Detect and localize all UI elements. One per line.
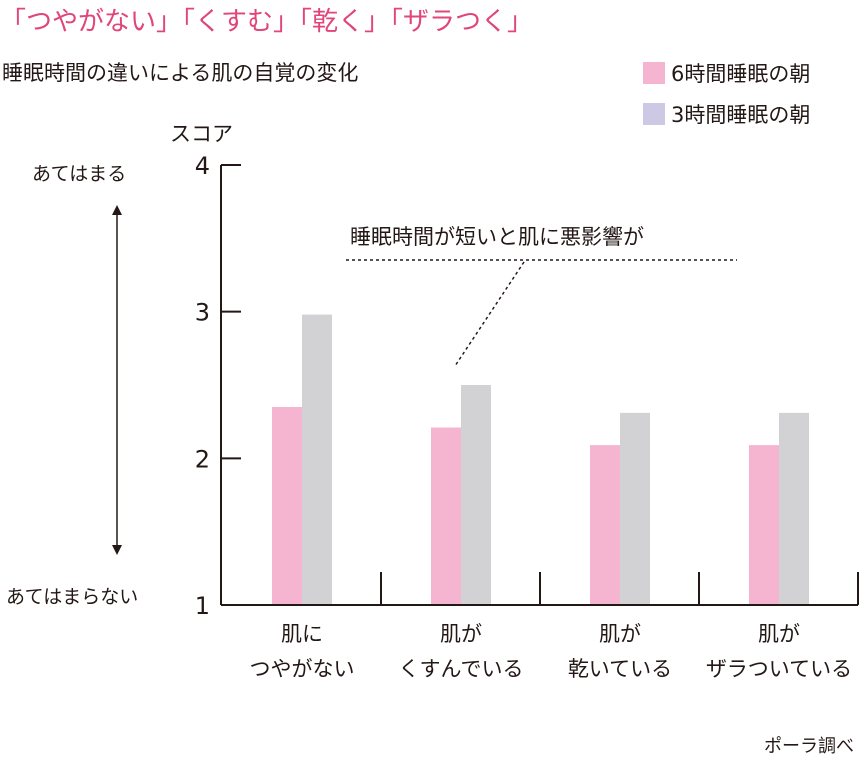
axes-layer — [220, 164, 859, 606]
legend-swatch-3h — [643, 103, 665, 125]
category-label-3-line1: 肌が — [599, 622, 641, 646]
legend: 6時間睡眠の朝 3時間睡眠の朝 — [643, 62, 810, 127]
bar-3h-1 — [302, 314, 332, 605]
category-label-2-line2: くすんでいる — [399, 657, 524, 681]
category-label-4-line1: 肌が — [758, 622, 800, 646]
legend-label-3h: 3時間睡眠の朝 — [671, 103, 810, 127]
annotation-leader — [454, 261, 525, 367]
scale-label-top: あてはまる — [32, 163, 126, 185]
headline: 「つやがない」「くすむ」「乾く」「ザラつく」 — [0, 7, 533, 37]
y-tick-label-1: 1 — [195, 592, 210, 620]
y-axis-label: スコア — [170, 122, 233, 146]
category-label-2-line1: 肌が — [440, 622, 482, 646]
bar-3h-4 — [779, 412, 809, 605]
category-label-1-line2: つやがない — [250, 657, 355, 681]
category-label-4-line2: ザラついている — [706, 657, 852, 681]
bars-layer — [272, 314, 809, 605]
source-note: ポーラ調べ — [764, 736, 854, 757]
annotation-text: 睡眠時間が短いと肌に悪影響が — [350, 225, 644, 249]
category-label-3-line2: 乾いている — [568, 657, 672, 681]
bar-6h-1 — [272, 407, 302, 605]
y-tick-label-3: 3 — [195, 299, 210, 327]
category-label-1-line1: 肌に — [281, 622, 323, 646]
bar-3h-2 — [461, 385, 491, 605]
chart-title: 睡眠時間の違いによる肌の自覚の変化 — [2, 61, 358, 85]
y-tick-label-4: 4 — [195, 152, 210, 180]
y-tick-label-2: 2 — [195, 445, 210, 473]
legend-label-6h: 6時間睡眠の朝 — [671, 62, 810, 86]
scale-label-bottom: あてはまらない — [6, 586, 138, 608]
bar-6h-3 — [590, 445, 620, 605]
bar-6h-4 — [749, 445, 779, 605]
legend-swatch-6h — [643, 62, 665, 84]
bar-6h-2 — [431, 427, 461, 605]
bar-3h-3 — [620, 412, 650, 605]
